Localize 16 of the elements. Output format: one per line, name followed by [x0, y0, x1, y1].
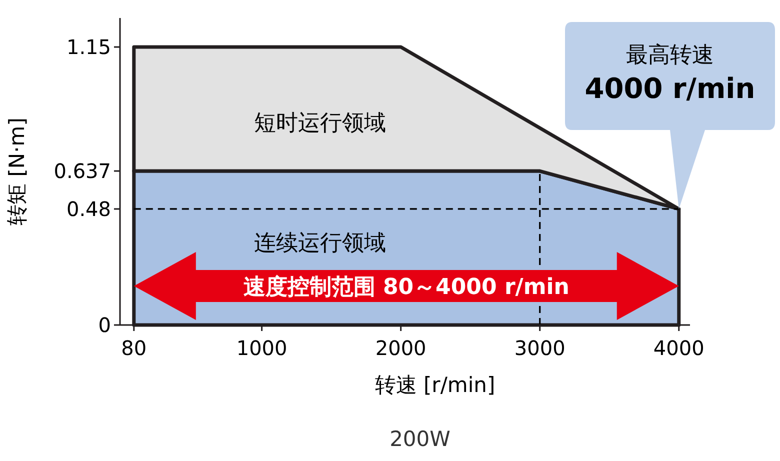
- y-tick-label: 1.15: [66, 35, 111, 60]
- y-tick-label: 0.637: [54, 159, 111, 184]
- x-tick-label: 2000: [375, 336, 426, 360]
- x-tick-label: 4000: [653, 336, 704, 360]
- annotation: 最高转速 4000 r/min: [584, 43, 756, 105]
- x-tick-label: 3000: [514, 336, 566, 360]
- y-tick-label: 0.48: [66, 196, 111, 221]
- y-axis-title: 转矩 [N·m]: [5, 118, 29, 226]
- y-tick-label: 0: [98, 313, 111, 337]
- x-axis-title: 转速 [r/min]: [374, 373, 496, 397]
- x-tick-label: 1000: [236, 336, 288, 360]
- annotation: 速度控制范围 80～4000 r/min: [243, 274, 570, 300]
- x-tick-label: 80: [121, 336, 147, 360]
- annotation: 短时运行领域: [254, 111, 386, 136]
- text: 200W: [390, 427, 451, 451]
- annotation: 连续运行领域: [254, 231, 386, 256]
